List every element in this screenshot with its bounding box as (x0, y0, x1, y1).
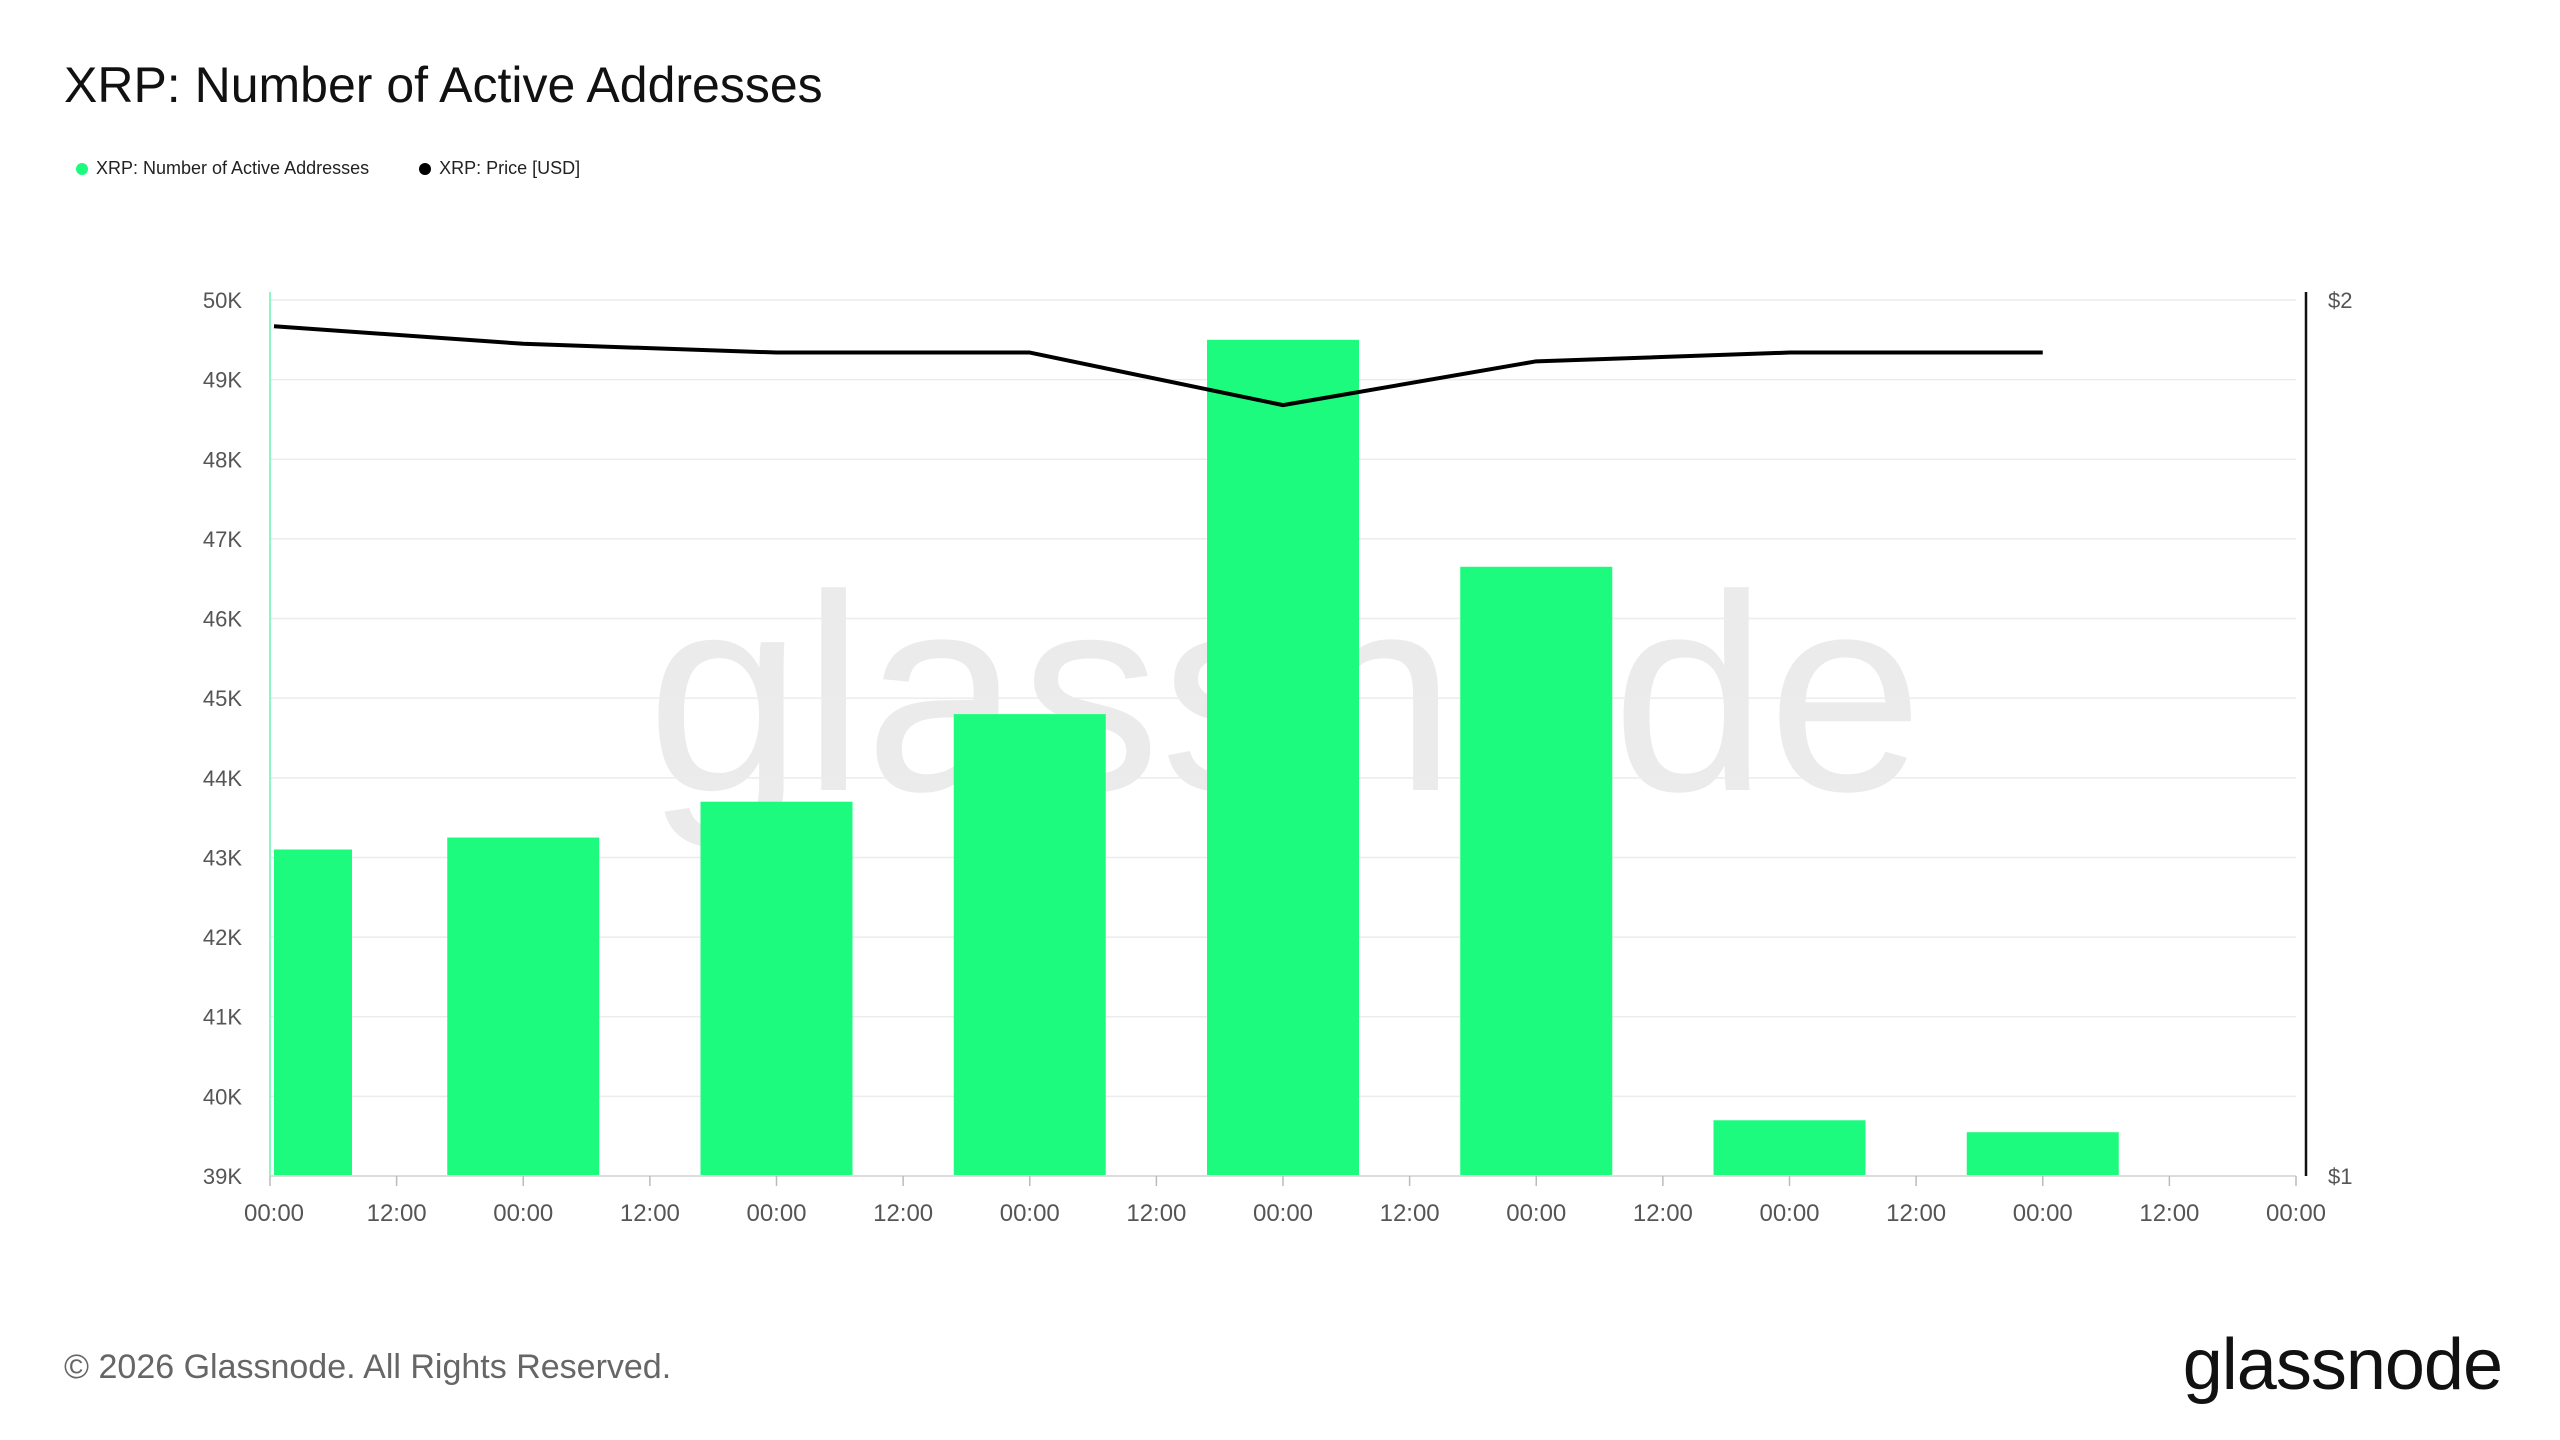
x-tick-label: 00:00 (1000, 1200, 1060, 1227)
bar (1966, 1132, 2119, 1176)
y-tick-label: 41K (203, 1005, 242, 1030)
legend-marker-price (419, 162, 432, 175)
x-tick-label: 00:00 (2266, 1200, 2326, 1227)
y-tick-label: 49K (203, 368, 242, 393)
y-tick-label: 39K (203, 1164, 242, 1189)
y-tick-label: 43K (203, 845, 242, 870)
x-tick-label: 12:00 (367, 1200, 427, 1227)
x-tick-label: 00:00 (1253, 1200, 1313, 1227)
legend-label-price: XRP: Price [USD] (439, 158, 581, 178)
bar (1207, 339, 1359, 1176)
y-tick-label: 46K (203, 607, 242, 632)
legend-item-active-addresses[interactable]: XRP: Number of Active Addresses (76, 158, 369, 179)
bar (1460, 566, 1613, 1176)
x-tick-label: 12:00 (1886, 1200, 1946, 1227)
bar (274, 849, 352, 1176)
x-tick-label: 12:00 (1633, 1200, 1693, 1227)
y-tick-label: 45K (203, 686, 242, 711)
line-series (273, 324, 2043, 408)
footer-brand-logo: glassnode (2182, 1325, 2503, 1405)
y2-tick-label: $1 (2328, 1164, 2352, 1189)
bar (447, 837, 600, 1176)
x-tick-label: 12:00 (873, 1200, 933, 1227)
bar (1713, 1120, 1866, 1176)
y-tick-label: 44K (203, 766, 242, 791)
x-tick-label: 12:00 (620, 1200, 680, 1227)
legend: XRP: Number of Active Addresses XRP: Pri… (76, 158, 580, 179)
y-tick-label: 40K (203, 1084, 242, 1109)
axes: 50K49K48K47K46K45K44K43K42K41K40K39K00:0… (203, 288, 2353, 1227)
bar (700, 801, 853, 1176)
x-tick-label: 12:00 (1380, 1200, 1440, 1227)
x-tick-label: 00:00 (1759, 1200, 1819, 1227)
legend-marker-active-addresses (76, 162, 88, 175)
legend-item-price[interactable]: XRP: Price [USD] (419, 158, 580, 179)
x-tick-label: 00:00 (746, 1200, 806, 1227)
chart-title: XRP: Number of Active Addresses (64, 57, 823, 113)
y-tick-label: 48K (203, 447, 242, 472)
price-line (273, 324, 2043, 408)
x-tick-label: 00:00 (244, 1200, 304, 1227)
y-tick-label: 47K (203, 527, 242, 552)
bar (953, 714, 1106, 1176)
x-tick-label: 00:00 (493, 1200, 553, 1227)
y-tick-label: 50K (203, 288, 242, 313)
x-tick-label: 00:00 (1506, 1200, 1566, 1227)
y-tick-label: 42K (203, 925, 242, 950)
bar-series (274, 339, 2119, 1176)
footer-copyright: © 2026 Glassnode. All Rights Reserved. (64, 1348, 672, 1386)
x-tick-label: 12:00 (1126, 1200, 1186, 1227)
x-tick-label: 00:00 (2013, 1200, 2073, 1227)
legend-label-active-addresses: XRP: Number of Active Addresses (96, 158, 370, 178)
y2-tick-label: $2 (2328, 288, 2352, 313)
x-tick-label: 12:00 (2139, 1200, 2199, 1227)
